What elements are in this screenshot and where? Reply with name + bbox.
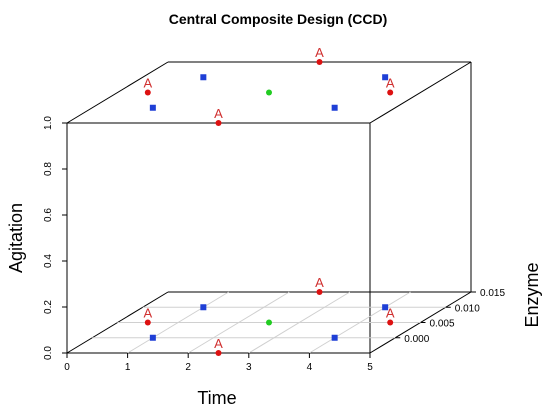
point-factorial: [200, 304, 207, 311]
point-factorial: [331, 334, 338, 341]
point-label: A: [143, 306, 152, 321]
point-label: A: [143, 76, 152, 91]
z-tick-label: 0.4: [43, 254, 54, 268]
point-axial: [215, 350, 222, 356]
x-tick-label: 0: [64, 362, 70, 373]
x-axis-ticks: 0 1 2 3 4 5: [64, 353, 373, 373]
point-factorial: [382, 74, 389, 81]
point-axial: [387, 319, 394, 326]
box-edge: [66, 61, 169, 124]
z-tick-label: 1.0: [43, 116, 54, 130]
point-factorial: [149, 104, 156, 111]
point-factorial: [382, 304, 389, 311]
x-tick-label: 3: [246, 362, 252, 373]
floor-grid: [92, 291, 446, 354]
point-axial: [144, 89, 151, 96]
z-tick-label: 0.6: [43, 208, 54, 222]
z-axis-label: Agitation: [6, 203, 26, 273]
box-frame: [66, 61, 472, 354]
point-axial: [316, 289, 323, 295]
point-label: A: [315, 275, 324, 290]
x-axis-label: Time: [197, 388, 236, 408]
point-factorial: [200, 74, 207, 81]
point-label: A: [386, 76, 395, 91]
y-axis-label: Enzyme: [522, 262, 542, 327]
z-axis-ticks: 0.0 0.2 0.4 0.6 0.8 1.0: [43, 116, 67, 360]
box-edge: [369, 61, 472, 124]
y-tick-label: 0.010: [455, 303, 480, 314]
point-label: A: [214, 336, 223, 351]
point-axial: [215, 120, 222, 126]
point-center: [266, 89, 272, 96]
x-tick-label: 4: [307, 362, 313, 373]
point-center: [266, 319, 272, 326]
y-tick-label: 0.005: [430, 319, 455, 330]
data-points: A A A A A A A A: [143, 45, 395, 356]
point-label: A: [315, 45, 324, 60]
point-axial: [387, 89, 394, 96]
point-factorial: [331, 104, 338, 111]
y-tick-label: 0.000: [404, 334, 429, 345]
z-tick-label: 0.0: [43, 346, 54, 360]
point-axial: [316, 59, 323, 65]
chart-title: Central Composite Design (CCD): [169, 11, 388, 27]
point-axial: [144, 319, 151, 326]
y-tick-label: 0.015: [480, 288, 505, 299]
point-factorial: [149, 334, 156, 341]
z-tick-label: 0.2: [43, 300, 54, 314]
point-label: A: [386, 306, 395, 321]
point-label: A: [214, 106, 223, 121]
z-tick-label: 0.8: [43, 162, 54, 176]
x-tick-label: 1: [125, 362, 131, 373]
x-tick-label: 5: [367, 362, 373, 373]
x-tick-label: 2: [185, 362, 191, 373]
